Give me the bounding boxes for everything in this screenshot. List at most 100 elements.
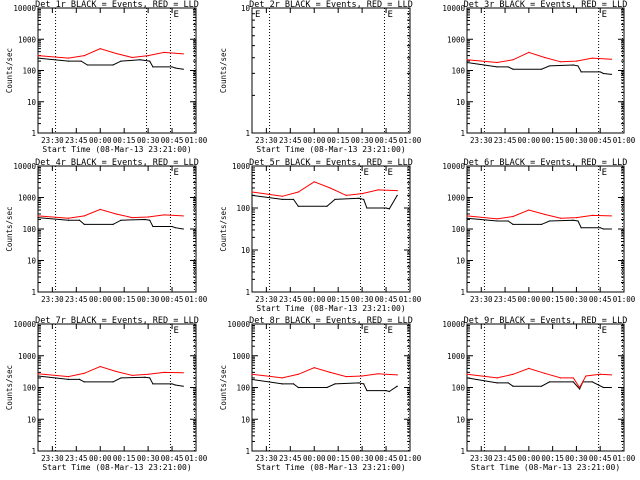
x-tick-label: 00:30 — [137, 295, 160, 304]
bracket-label: E — [602, 10, 607, 20]
y-tick-label: 10000 — [442, 162, 465, 171]
x-tick-label: 23:30 — [470, 454, 493, 463]
x-tick-label: 00:00 — [518, 295, 541, 304]
series-point-events — [496, 382, 498, 384]
series-point-events — [578, 388, 581, 390]
panel-8: Det 8r BLACK = Events, RED = LLD 1 10 100 10… — [219, 316, 422, 472]
y-tick-label: 1 — [245, 447, 250, 456]
series-point-events — [610, 73, 612, 76]
y-tick-label: 10000 — [442, 4, 465, 13]
series-point-lld — [37, 373, 39, 375]
series-point-events — [358, 197, 360, 199]
series-point-events — [388, 390, 390, 393]
y-tick-label: 100 — [451, 67, 465, 76]
series-point-events — [152, 383, 154, 385]
series-point-lld — [528, 209, 530, 211]
panel-title: Det 2r BLACK = Events, RED = LLD — [249, 0, 413, 10]
series-point-lld — [115, 370, 117, 373]
series-point-events — [548, 65, 551, 67]
plot-frame — [251, 323, 411, 452]
series-point-events — [182, 385, 184, 387]
series-point-events — [602, 72, 604, 75]
y-tick-label: 1 — [31, 288, 36, 297]
x-tick-label: 00:00 — [518, 454, 541, 463]
series-point-lld — [329, 187, 331, 189]
x-tick-label: 00:30 — [137, 136, 160, 145]
series-point-events — [37, 217, 39, 219]
x-tick-label: 00:15 — [327, 454, 350, 463]
panel-title: Det 5r BLACK = Events, RED = LLD — [249, 158, 413, 168]
series-point-events — [577, 65, 579, 67]
series-point-events — [363, 198, 365, 201]
series-point-events — [326, 205, 328, 207]
y-tick-label: 1 — [460, 447, 465, 456]
series-point-events — [112, 64, 114, 66]
series-point-events — [366, 389, 368, 392]
x-tick-label: 00:00 — [303, 295, 326, 304]
series-point-events — [507, 382, 509, 384]
series-point-events — [139, 59, 141, 61]
series-point-events — [466, 61, 468, 64]
series-point-events — [363, 383, 365, 385]
x-tick-label: 23:45 — [279, 295, 302, 304]
series-line-lld — [251, 181, 398, 197]
x-tick-label: 23:30 — [41, 454, 64, 463]
x-tick-label: 00:00 — [89, 136, 112, 145]
series-point-events — [496, 220, 498, 222]
series-line-lld — [466, 367, 612, 389]
series-point-events — [149, 60, 151, 62]
series-point-lld — [67, 376, 69, 378]
y-tick-label: 1000 — [232, 162, 251, 171]
series-point-lld — [361, 375, 363, 377]
x-tick-label: 00:15 — [113, 295, 136, 304]
series-point-events — [281, 383, 283, 385]
series-point-events — [251, 378, 253, 380]
series-point-lld — [297, 373, 299, 375]
y-tick-label: 1000 — [18, 352, 37, 361]
y-axis-label: Counts/sec — [5, 365, 14, 410]
series-point-events — [174, 67, 176, 69]
series-point-events — [182, 68, 184, 70]
y-tick-label: 10000 — [442, 320, 465, 329]
series-point-lld — [131, 56, 133, 59]
y-tick-label: 10000 — [227, 320, 250, 329]
series-point-events — [292, 383, 295, 385]
series-point-lld — [466, 59, 468, 61]
series-line-events — [251, 194, 398, 210]
x-tick-label: 00:30 — [351, 136, 374, 145]
series-point-lld — [512, 373, 514, 375]
series-point-lld — [131, 217, 133, 219]
series-point-events — [182, 228, 184, 230]
series-point-lld — [512, 215, 514, 218]
y-tick-label: 10000 — [13, 4, 36, 13]
series-line-lld — [466, 51, 612, 64]
x-tick-label: 01:00 — [399, 295, 422, 304]
x-tick-label: 23:45 — [65, 295, 88, 304]
x-tick-label: 00:30 — [565, 454, 588, 463]
series-point-events — [572, 381, 574, 383]
series-point-events — [120, 377, 122, 379]
x-tick-label: 01:00 — [613, 295, 636, 304]
series-point-lld — [396, 374, 398, 376]
y-tick-label: 10 — [241, 415, 251, 424]
y-tick-label: 10 — [241, 4, 251, 13]
series-point-events — [171, 383, 173, 385]
series-point-lld — [512, 59, 514, 61]
y-axis-label: Counts/sec — [219, 206, 228, 251]
series-point-lld — [466, 373, 468, 375]
y-tick-label: 100 — [236, 384, 250, 393]
panel-title: Det 4r BLACK = Events, RED = LLD — [35, 158, 199, 168]
plot-frame — [466, 7, 625, 134]
series-point-events — [112, 381, 114, 383]
y-tick-label: 1000 — [18, 194, 37, 203]
x-tick-label: 00:00 — [518, 136, 541, 145]
y-tick-label: 10000 — [13, 320, 36, 329]
series-point-events — [512, 223, 514, 225]
series-point-lld — [345, 194, 347, 196]
panel-3: Det 3r BLACK = Events, RED = LLD 1 10 100 10… — [442, 0, 635, 145]
y-tick-label: 10 — [27, 415, 37, 424]
panel-5: Det 5r BLACK = Events, RED = LLD 1 10 100 10… — [219, 158, 422, 313]
series-point-events — [251, 194, 253, 196]
y-tick-label: 10 — [456, 257, 466, 266]
series-point-events — [572, 64, 574, 66]
